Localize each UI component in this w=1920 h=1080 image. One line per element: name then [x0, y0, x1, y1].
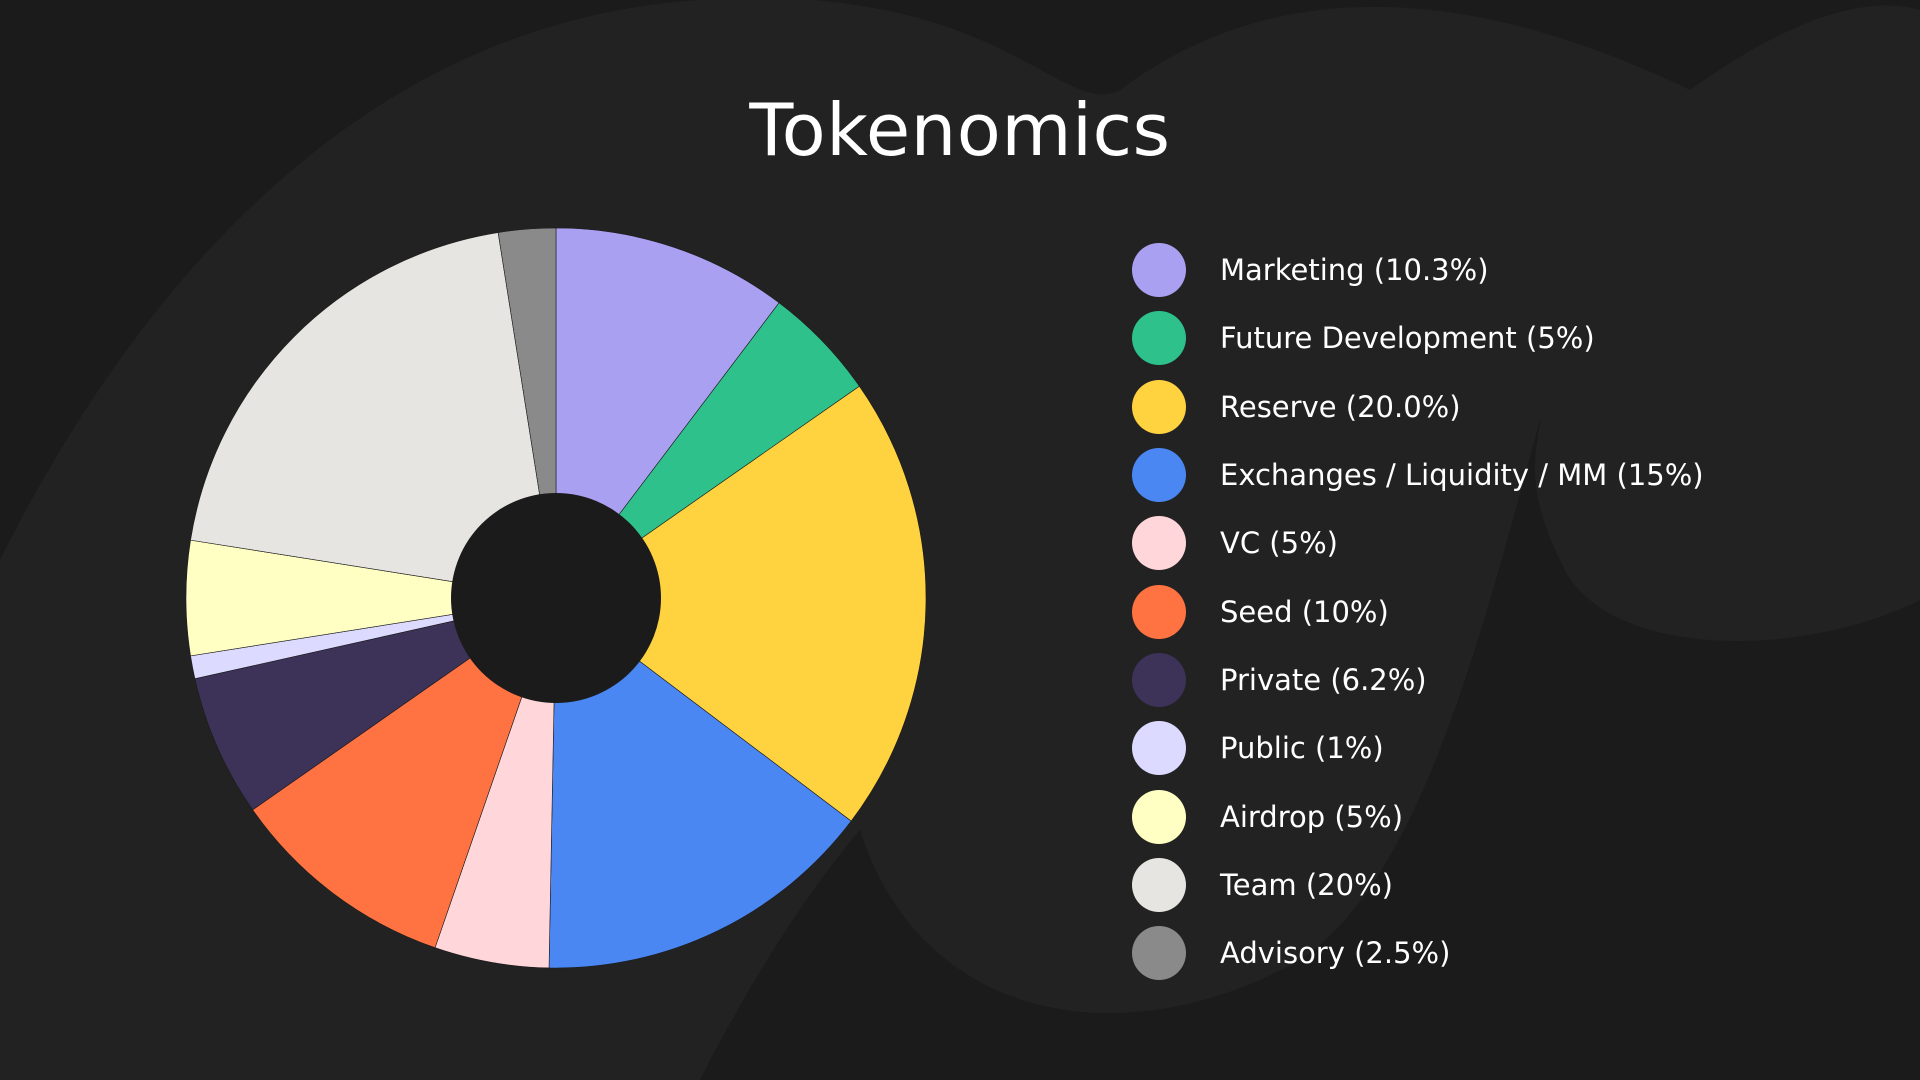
chart-legend: Marketing (10.3%) Future Development (5%)…	[1132, 236, 1832, 987]
legend-label: Private (6.2%)	[1220, 662, 1427, 697]
legend-item: Reserve (20.0%)	[1132, 373, 1832, 441]
legend-swatch	[1132, 448, 1186, 503]
legend-label: Advisory (2.5%)	[1220, 936, 1451, 971]
legend-item: Private (6.2%)	[1132, 646, 1832, 714]
pie-slice-10	[190, 232, 557, 599]
legend-swatch	[1132, 379, 1186, 434]
legend-swatch	[1132, 243, 1186, 298]
legend-item: Exchanges / Liquidity / MM (15%)	[1132, 441, 1832, 509]
legend-label: Future Development (5%)	[1220, 321, 1595, 356]
legend-item: VC (5%)	[1132, 509, 1832, 577]
pie-slice-4	[548, 597, 852, 969]
legend-item: Public (1%)	[1132, 714, 1832, 782]
legend-item: Advisory (2.5%)	[1132, 919, 1832, 987]
chart-title: Tokenomics	[749, 88, 1171, 172]
legend-label: Public (1%)	[1220, 731, 1384, 766]
legend-label: VC (5%)	[1220, 526, 1338, 561]
legend-swatch	[1132, 789, 1186, 844]
pie-slice-3	[555, 385, 927, 822]
legend-item: Team (20%)	[1132, 851, 1832, 919]
legend-label: Seed (10%)	[1220, 594, 1389, 629]
legend-label: Exchanges / Liquidity / MM (15%)	[1220, 458, 1704, 493]
legend-item: Seed (10%)	[1132, 577, 1832, 645]
legend-label: Team (20%)	[1220, 867, 1393, 902]
pie-slice-6	[252, 597, 557, 949]
legend-label: Airdrop (5%)	[1220, 799, 1404, 834]
donut-hole	[451, 493, 661, 703]
legend-label: Marketing (10.3%)	[1220, 253, 1489, 288]
legend-item: Marketing (10.3%)	[1132, 236, 1832, 304]
legend-swatch	[1132, 857, 1186, 912]
legend-swatch	[1132, 311, 1186, 366]
legend-swatch	[1132, 721, 1186, 776]
legend-item: Airdrop (5%)	[1132, 782, 1832, 850]
legend-swatch	[1132, 516, 1186, 571]
legend-swatch	[1132, 584, 1186, 639]
legend-swatch	[1132, 652, 1186, 707]
legend-label: Reserve (20.0%)	[1220, 389, 1461, 424]
legend-item: Future Development (5%)	[1132, 304, 1832, 372]
legend-swatch	[1132, 926, 1186, 981]
pie-slice-1	[555, 227, 780, 599]
